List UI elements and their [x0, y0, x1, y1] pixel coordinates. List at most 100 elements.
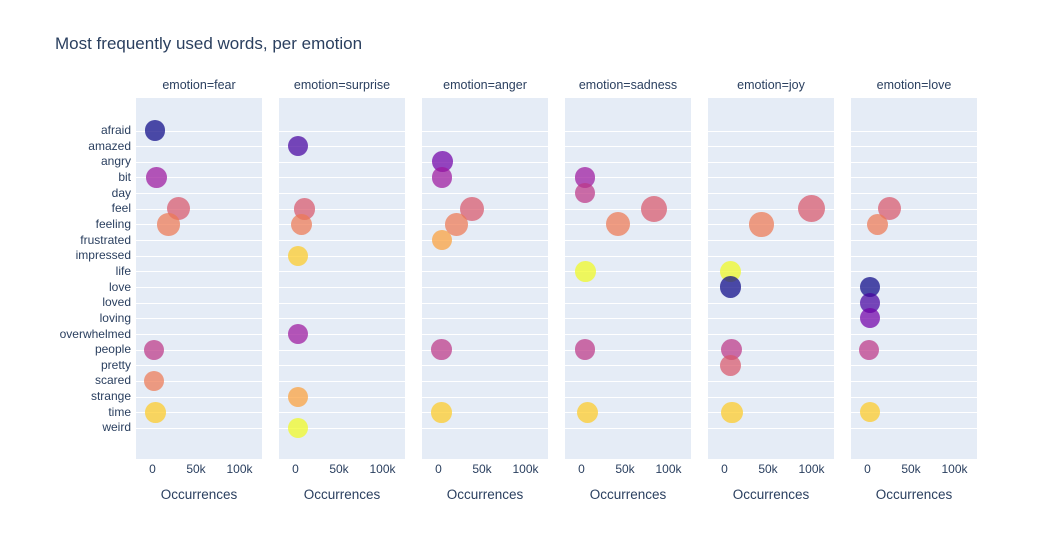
gridline-angry — [279, 161, 405, 163]
gridline-strange — [422, 396, 548, 398]
data-point-surprise-amazed[interactable] — [287, 136, 308, 157]
data-point-love-people[interactable] — [858, 339, 879, 360]
data-point-surprise-weird[interactable] — [287, 417, 308, 439]
gridline-angry — [136, 161, 262, 163]
data-point-anger-feeling[interactable] — [445, 213, 469, 236]
gridline-loved — [708, 302, 834, 304]
y-axis-label-people: people — [94, 342, 131, 357]
gridline-pretty — [422, 365, 548, 367]
data-point-anger-feel[interactable] — [460, 196, 485, 221]
x-tick-love-100k: 100k — [941, 462, 968, 476]
gridline-feel — [851, 208, 977, 210]
gridline-amazed — [279, 146, 405, 148]
gridline-loved — [136, 302, 262, 304]
data-point-joy-time[interactable] — [721, 401, 743, 423]
gridline-bit — [422, 177, 548, 179]
gridline-strange — [565, 396, 691, 398]
gridline-impressed — [565, 255, 691, 257]
data-point-fear-time[interactable] — [145, 402, 166, 423]
x-tick-love-0: 0 — [864, 462, 871, 476]
data-point-sadness-time[interactable] — [577, 401, 599, 423]
x-tick-surprise-50k: 50k — [329, 462, 349, 476]
data-point-joy-feeling[interactable] — [749, 212, 774, 237]
data-point-sadness-day[interactable] — [574, 182, 596, 204]
gridline-loving — [136, 318, 262, 320]
data-point-sadness-people[interactable] — [574, 339, 596, 360]
data-point-sadness-bit[interactable] — [574, 167, 596, 188]
data-point-fear-bit[interactable] — [146, 167, 167, 188]
data-point-anger-frustrated[interactable] — [431, 229, 453, 251]
gridline-amazed — [136, 146, 262, 148]
gridline-life — [136, 271, 262, 273]
gridline-life — [422, 271, 548, 273]
gridline-love — [708, 287, 834, 289]
y-axis-label-afraid: afraid — [100, 123, 131, 137]
data-point-love-time[interactable] — [859, 402, 880, 423]
data-point-anger-people[interactable] — [431, 339, 452, 360]
gridline-pretty — [708, 365, 834, 367]
gridline-people — [708, 349, 834, 351]
data-point-love-love[interactable] — [859, 276, 880, 298]
gridline-afraid — [136, 130, 262, 132]
data-point-sadness-life[interactable] — [575, 261, 596, 282]
gridline-loving — [279, 318, 405, 320]
data-point-joy-feel[interactable] — [798, 195, 825, 223]
gridline-time — [136, 412, 262, 414]
gridline-people — [422, 349, 548, 351]
gridline-loved — [279, 302, 405, 304]
gridline-overwhelmed — [851, 334, 977, 335]
data-point-love-loving[interactable] — [859, 308, 880, 329]
gridline-time — [851, 412, 977, 414]
data-point-anger-angry[interactable] — [432, 151, 453, 173]
gridline-afraid — [422, 130, 548, 132]
gridline-people — [279, 349, 405, 351]
gridline-love — [136, 287, 262, 289]
data-point-surprise-impressed[interactable] — [287, 245, 309, 266]
y-axis-label-life: life — [115, 263, 131, 278]
data-point-surprise-strange[interactable] — [287, 386, 308, 407]
data-point-anger-bit[interactable] — [431, 167, 453, 188]
gridline-scared — [279, 380, 405, 382]
data-point-joy-love[interactable] — [720, 276, 742, 298]
gridline-day — [279, 193, 405, 195]
data-point-joy-pretty[interactable] — [720, 354, 742, 376]
x-axis-title-love: Occurrences — [875, 487, 953, 502]
y-axis-label-impressed: impressed — [75, 248, 131, 263]
gridline-loved — [565, 302, 691, 304]
x-tick-joy-0: 0 — [721, 462, 728, 476]
gridline-life — [279, 271, 405, 273]
gridline-time — [565, 412, 691, 414]
gridline-angry — [851, 161, 977, 163]
data-point-fear-feeling[interactable] — [157, 213, 180, 236]
data-point-love-feel[interactable] — [878, 197, 902, 221]
gridline-scared — [708, 380, 834, 382]
y-axis-label-loved: loved — [102, 295, 131, 310]
data-point-love-feeling[interactable] — [866, 213, 889, 236]
x-axis-title-sadness: Occurrences — [589, 487, 667, 502]
gridline-scared — [565, 380, 691, 382]
gridline-day — [708, 193, 834, 195]
data-point-surprise-feeling[interactable] — [291, 213, 313, 235]
gridline-impressed — [136, 255, 262, 257]
gridline-frustrated — [279, 240, 405, 242]
gridline-scared — [422, 380, 548, 382]
facet-band-fear[interactable] — [136, 98, 262, 459]
gridline-bit — [136, 177, 262, 179]
facet-title-love: emotion=love — [876, 78, 952, 92]
gridline-feel — [279, 208, 405, 210]
data-point-surprise-overwhelmed[interactable] — [287, 323, 308, 345]
data-point-sadness-feeling[interactable] — [605, 212, 630, 237]
gridline-love — [565, 287, 691, 289]
data-point-fear-afraid[interactable] — [144, 120, 165, 141]
data-point-fear-scared[interactable] — [144, 370, 165, 392]
y-axis-label-weird: weird — [102, 420, 131, 435]
gridline-afraid — [851, 130, 977, 132]
data-point-fear-people[interactable] — [143, 339, 164, 360]
data-point-anger-time[interactable] — [431, 402, 452, 423]
data-point-sadness-feel[interactable] — [640, 195, 667, 222]
data-point-love-loved[interactable] — [859, 292, 880, 313]
gridline-loving — [708, 318, 834, 320]
gridline-feeling — [279, 224, 405, 226]
gridline-feeling — [136, 224, 262, 226]
